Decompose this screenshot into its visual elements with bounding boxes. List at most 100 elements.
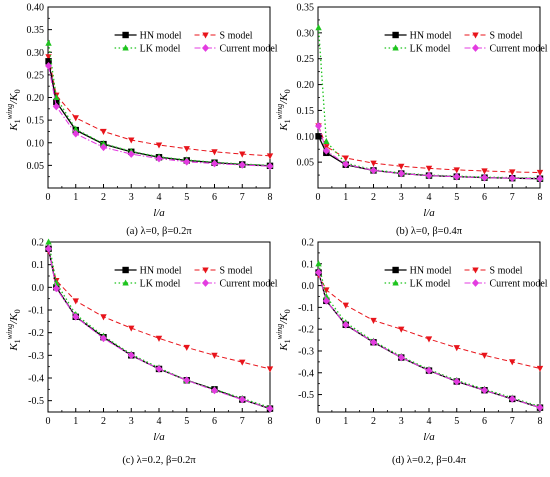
y-axis-label: K1wing/K0 (275, 89, 292, 131)
y-tick-label: 0.25 (27, 70, 45, 81)
data-point-cur (369, 338, 378, 347)
data-point-cur (397, 169, 405, 178)
data-point-cur (508, 174, 516, 183)
y-tick-label: 0.30 (297, 28, 315, 39)
data-point-lk (53, 93, 60, 101)
data-point-cur (99, 334, 108, 343)
legend: HN model S model LK model Current model (114, 266, 278, 290)
y-tick-label: 0.0 (302, 281, 315, 292)
data-point-s (481, 168, 488, 175)
y-tick-label: -0.2 (28, 328, 44, 339)
data-point-cur (480, 173, 489, 182)
data-point-lk (315, 24, 322, 31)
x-axis-label: l/a (153, 207, 165, 219)
y-tick-label: -0.5 (28, 396, 44, 407)
data-point-cur (536, 403, 544, 412)
data-point-s (425, 336, 433, 343)
data-point-s (398, 326, 405, 333)
y-tick-label: -0.5 (298, 390, 314, 401)
series-line-cur (48, 248, 271, 410)
data-point-cur (508, 395, 516, 403)
data-point-s (155, 335, 163, 342)
data-point-cur (342, 160, 350, 169)
y-axis-label: K1wing/K0 (5, 89, 22, 131)
x-axis-label: l/a (423, 431, 435, 443)
legend-label-s: S model (220, 266, 253, 277)
data-point-s (266, 153, 274, 160)
y-tick-label: -0.1 (298, 303, 314, 314)
legend-marker-hn (392, 266, 399, 274)
y-tick-label: 0.35 (297, 3, 315, 14)
x-tick-label: 0 (46, 192, 51, 203)
legend: HN model S model LK model Current model (384, 266, 548, 290)
y-tick-label: 0.05 (297, 158, 315, 169)
data-point-lk (45, 238, 52, 245)
y-tick-label: -0.3 (298, 346, 314, 357)
y-tick-label: 0.10 (27, 138, 45, 149)
data-point-cur (127, 150, 135, 158)
x-tick-label: 8 (268, 192, 273, 203)
x-tick-label: 5 (454, 192, 459, 203)
data-point-cur (322, 297, 330, 305)
data-point-s (370, 317, 377, 324)
y-tick-label: 0.10 (297, 132, 315, 143)
x-tick-label: 7 (510, 192, 515, 203)
data-point-s (211, 149, 218, 156)
legend-marker-hn (122, 266, 129, 274)
y-tick-label: -0.3 (28, 351, 44, 362)
x-tick-label: 0 (316, 192, 321, 203)
legend-marker-cur (202, 44, 210, 52)
y-tick-label: 0.2 (302, 238, 315, 249)
data-point-cur (72, 312, 80, 321)
x-tick-label: 4 (427, 192, 432, 203)
data-point-s (128, 137, 135, 144)
legend-marker-lk (122, 279, 129, 286)
legend-label-s: S model (490, 31, 523, 42)
data-point-s (481, 352, 488, 359)
y-tick-label: 0.2 (32, 238, 45, 249)
series-line-lk (47, 241, 271, 409)
data-point-cur (52, 284, 60, 293)
data-point-cur (155, 365, 163, 373)
data-point-cur (536, 174, 544, 183)
data-point-s (342, 302, 349, 309)
panel-caption: (b) λ=0, β=0.4π (396, 226, 463, 237)
data-point-cur (322, 146, 330, 155)
y-tick-label: 0.30 (27, 48, 45, 59)
data-point-cur (397, 353, 405, 362)
data-point-hn (45, 58, 52, 65)
data-point-lk (323, 292, 330, 300)
data-point-s (536, 365, 544, 372)
series-line-hn (47, 61, 271, 167)
data-point-lk (45, 39, 52, 46)
y-tick-label: -0.2 (298, 325, 314, 336)
data-point-lk (315, 260, 322, 267)
legend-marker-cur (472, 44, 480, 52)
y-tick-label: 0.1 (302, 259, 315, 270)
data-point-s (425, 165, 433, 172)
y-tick-label: -0.4 (298, 368, 314, 379)
x-tick-label: 1 (73, 416, 78, 427)
y-axis-label: K1wing/K0 (5, 309, 22, 351)
data-point-cur (210, 159, 219, 168)
legend-label-cur: Current model (490, 44, 548, 55)
data-point-s (398, 163, 405, 170)
data-point-cur (238, 161, 246, 169)
x-tick-label: 4 (157, 416, 162, 427)
y-tick-label: 0.35 (27, 25, 45, 36)
x-tick-label: 5 (454, 416, 459, 427)
x-tick-label: 6 (212, 192, 217, 203)
chart-panel-4: 0 1 2 3 4 5 6 7 8 -0.5 -0.4 -0.3 -0.2 -0.1 0.0 0.1 0.2 HN… (275, 238, 548, 467)
x-tick-label: 6 (482, 416, 487, 427)
panel-caption: (c) λ=0.2, β=0.2π (122, 455, 196, 466)
y-tick-label: -0.1 (28, 306, 44, 317)
chart-panel-3: 0 1 2 3 4 5 6 7 8 -0.5 -0.4 -0.3 -0.2 -0.1 0.0 0.1 0.2 HN… (5, 238, 278, 467)
legend-marker-lk (392, 44, 399, 51)
y-tick-label: 0.25 (297, 54, 315, 65)
y-tick-label: 0.15 (297, 106, 315, 117)
y-tick-label: -0.4 (28, 374, 44, 385)
data-point-s (100, 314, 107, 321)
data-point-lk (53, 279, 60, 286)
legend: HN model S model LK model Current model (114, 31, 278, 55)
data-point-cur (342, 320, 350, 329)
